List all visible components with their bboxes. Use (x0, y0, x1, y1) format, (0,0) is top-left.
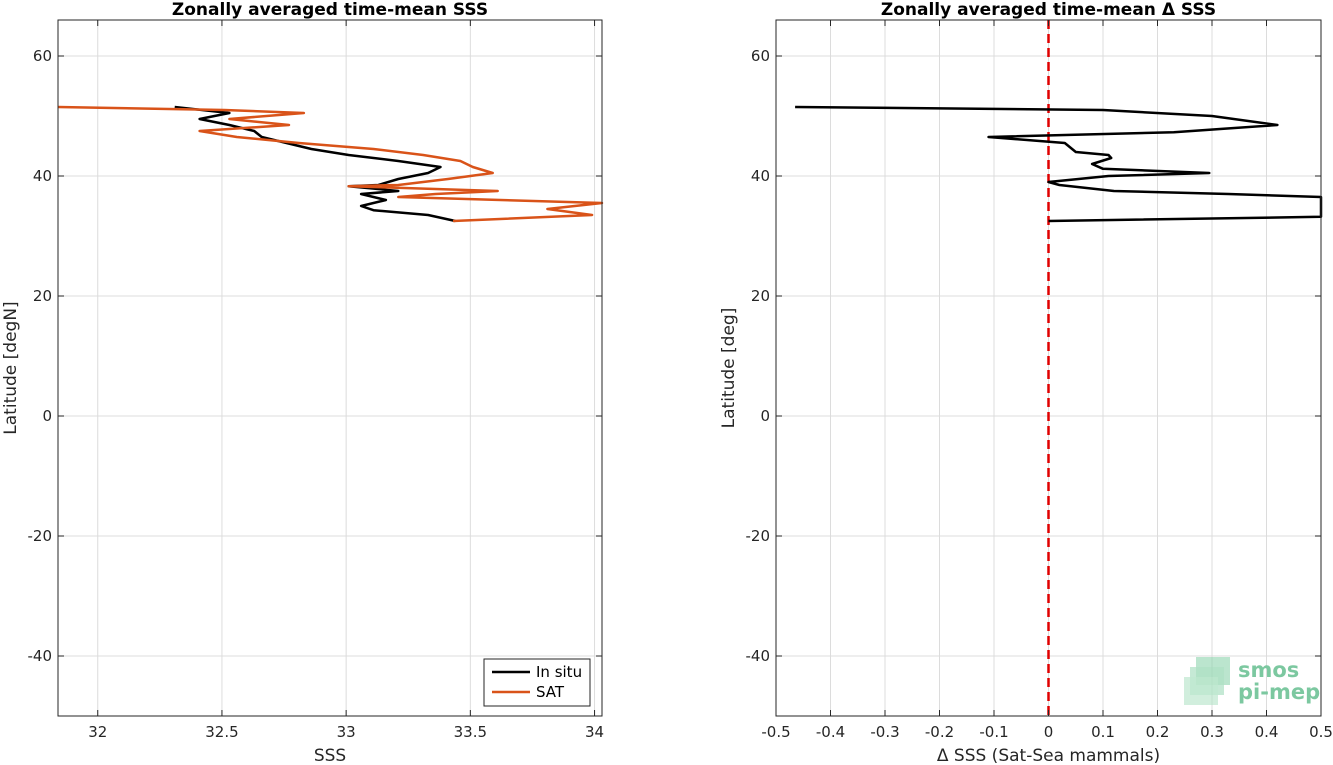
y-tick-label: 20 (33, 287, 52, 305)
y-tick-label: -40 (746, 647, 771, 665)
y-tick-label: 0 (760, 407, 770, 425)
legend-label-sat: SAT (536, 683, 565, 701)
series-group (795, 105, 1323, 223)
x-tick-label: 34 (585, 723, 604, 741)
x-tick-label: -0.2 (925, 723, 954, 741)
x-tick-label: 0.5 (1309, 723, 1333, 741)
y-axis-label: Latitude [degN] (1, 301, 21, 434)
x-tick-label: 33.5 (454, 723, 487, 741)
y-tick-label: -40 (28, 647, 53, 665)
y-tick-label: 20 (751, 287, 770, 305)
legend: In situ SAT (483, 658, 591, 707)
x-tick-label: 0.2 (1146, 723, 1170, 741)
y-tick-label: 0 (42, 407, 52, 425)
x-tick-label: 0.4 (1255, 723, 1279, 741)
x-axis-label: SSS (314, 746, 346, 765)
y-tick-label: 40 (33, 167, 52, 185)
x-tick-label: -0.4 (816, 723, 845, 741)
x-tick-label: 0 (1044, 723, 1054, 741)
series-line-in-situ (174, 105, 456, 223)
y-tick-label: 60 (751, 47, 770, 65)
x-tick-label: 0.1 (1091, 723, 1115, 741)
x-tick-label: 32 (88, 723, 107, 741)
series-line-0 (795, 105, 1323, 223)
x-tick-label: 33 (337, 723, 356, 741)
tick-labels: 32 32.5 33 33.5 34 60 40 20 0 -20 -40 (28, 20, 604, 741)
logo-text-line2: pi-mep (1238, 680, 1320, 704)
series-line-sat (57, 105, 604, 223)
y-tick-label: 60 (33, 47, 52, 65)
series-group (57, 105, 604, 223)
y-tick-label: -20 (28, 527, 53, 545)
x-tick-label: -0.3 (870, 723, 899, 741)
chart-title: Zonally averaged time-mean Δ SSS (881, 0, 1216, 20)
y-axis-label: Latitude [deg] (719, 308, 739, 429)
x-axis-label: Δ SSS (Sat-Sea mammals) (937, 746, 1160, 765)
tick-labels: -0.5 -0.4 -0.3 -0.2 -0.1 0 0.1 0.2 0.3 0.4 0.5 60 40… (746, 20, 1333, 741)
x-tick-label: 0.3 (1200, 723, 1224, 741)
x-tick-label: -0.1 (979, 723, 1008, 741)
logo-emblem-icon (1184, 657, 1230, 705)
x-tick-label: 32.5 (205, 723, 238, 741)
panel-delta-sss: -0.5 -0.4 -0.3 -0.2 -0.1 0 0.1 0.2 0.3 0.4 0.5 60 40… (719, 0, 1333, 765)
panel-sss: 32 32.5 33 33.5 34 60 40 20 0 -20 -40 Zonally aver… (1, 0, 604, 765)
legend-box (483, 658, 591, 707)
logo-text-line1: smos (1238, 658, 1299, 682)
y-tick-label: 40 (751, 167, 770, 185)
plot-frame (57, 19, 603, 717)
y-tick-label: -20 (746, 527, 771, 545)
grid (58, 20, 602, 716)
smos-pi-mep-logo: smos pi-mep (1184, 657, 1320, 705)
legend-label-in-situ: In situ (536, 663, 582, 681)
x-tick-label: -0.5 (761, 723, 790, 741)
chart-title: Zonally averaged time-mean SSS (172, 0, 488, 20)
